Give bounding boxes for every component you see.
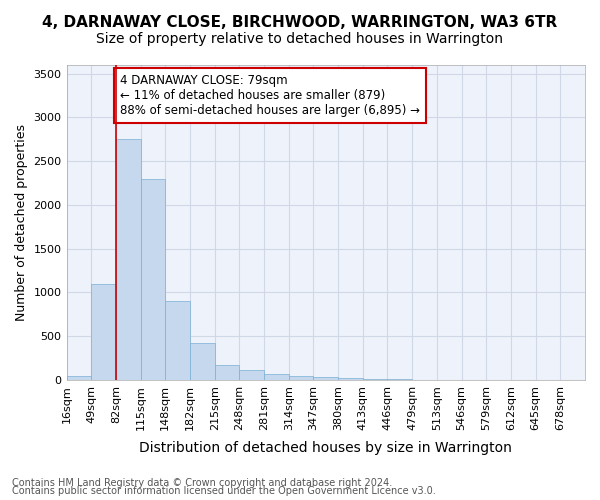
Bar: [313, 378, 338, 380]
Text: 4, DARNAWAY CLOSE, BIRCHWOOD, WARRINGTON, WA3 6TR: 4, DARNAWAY CLOSE, BIRCHWOOD, WARRINGTON…: [43, 15, 557, 30]
Bar: [338, 378, 363, 380]
Bar: [116, 140, 140, 380]
Bar: [67, 376, 91, 380]
Bar: [363, 379, 388, 380]
Bar: [140, 178, 165, 380]
Bar: [91, 284, 116, 380]
Bar: [239, 370, 264, 380]
Bar: [165, 301, 190, 380]
Bar: [264, 374, 289, 380]
Bar: [215, 364, 239, 380]
X-axis label: Distribution of detached houses by size in Warrington: Distribution of detached houses by size …: [139, 441, 512, 455]
Text: Contains public sector information licensed under the Open Government Licence v3: Contains public sector information licen…: [12, 486, 436, 496]
Bar: [190, 343, 215, 380]
Bar: [289, 376, 313, 380]
Y-axis label: Number of detached properties: Number of detached properties: [15, 124, 28, 321]
Text: Contains HM Land Registry data © Crown copyright and database right 2024.: Contains HM Land Registry data © Crown c…: [12, 478, 392, 488]
Text: 4 DARNAWAY CLOSE: 79sqm
← 11% of detached houses are smaller (879)
88% of semi-d: 4 DARNAWAY CLOSE: 79sqm ← 11% of detache…: [119, 74, 419, 117]
Text: Size of property relative to detached houses in Warrington: Size of property relative to detached ho…: [97, 32, 503, 46]
